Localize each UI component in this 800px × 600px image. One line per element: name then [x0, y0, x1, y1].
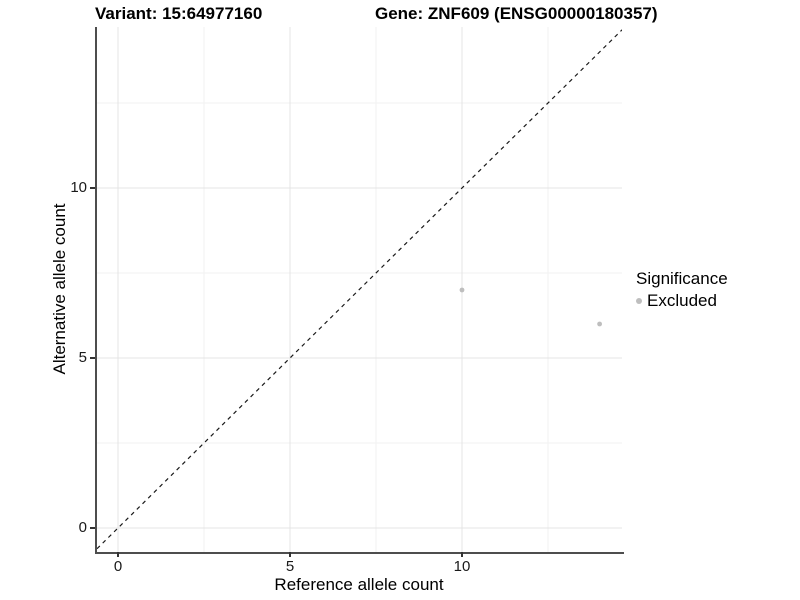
gene-title: Gene: ZNF609 (ENSG00000180357) — [375, 4, 658, 23]
legend-key-dot-icon — [636, 298, 642, 304]
y-tick-mark — [90, 527, 95, 529]
variant-title: Variant: 15:64977160 — [95, 4, 263, 23]
y-tick-label: 0 — [78, 519, 87, 536]
legend-item-label: Excluded — [647, 291, 717, 310]
y-tick-mark — [90, 187, 95, 189]
legend-item: Excluded — [636, 291, 728, 311]
chart-canvas — [97, 27, 622, 552]
legend: Significance Excluded — [636, 269, 728, 311]
x-tick-label: 5 — [285, 558, 295, 575]
x-tick-label: 10 — [453, 558, 471, 575]
plot-panel — [95, 27, 624, 554]
x-tick-label: 0 — [113, 558, 123, 575]
y-tick-label: 10 — [70, 179, 87, 196]
y-tick-label: 5 — [78, 349, 87, 366]
x-tick-mark — [117, 552, 119, 557]
x-tick-mark — [461, 552, 463, 557]
identity-reference-line — [97, 29, 622, 550]
data-point — [597, 321, 602, 327]
legend-title: Significance — [636, 269, 728, 288]
x-tick-mark — [289, 552, 291, 557]
y-tick-mark — [90, 357, 95, 359]
legend-items: Excluded — [636, 291, 728, 311]
data-point — [459, 287, 465, 293]
x-axis-title: Reference allele count — [274, 575, 444, 594]
